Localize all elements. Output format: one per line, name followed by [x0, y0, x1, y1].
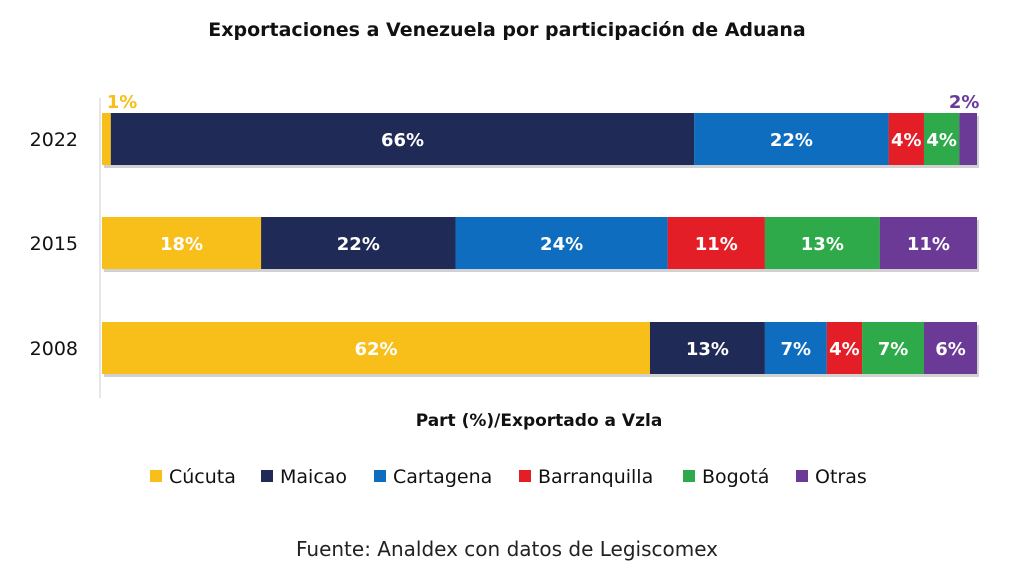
data-label-2022-maicao: 66% — [381, 130, 424, 151]
data-label-2008-maicao: 13% — [686, 339, 729, 360]
bar-2022-cartagena — [694, 113, 889, 165]
data-label-2008-cartagena: 7% — [781, 339, 812, 360]
data-label-2022-barranquilla: 4% — [891, 130, 922, 151]
bars-group: 1%66% 22% 4% 4%2%18% 22% 24% 11% 13% 11%62% 13% 7%… — [102, 92, 979, 377]
y-axis-labels: 2022 2015 2008 — [30, 129, 78, 360]
source-note: Fuente: Analdex con datos de Legiscomex — [296, 537, 718, 561]
data-label-2015-otras: 11% — [907, 234, 950, 255]
bar-2008-maicao — [649, 322, 765, 374]
x-axis-label: Part (%)/Exportado a Vzla — [416, 411, 663, 431]
legend-label-maicao: Maicao — [280, 466, 347, 488]
data-label-2008-barranquilla: 4% — [829, 339, 860, 360]
bar-2015-barranquilla — [667, 217, 765, 269]
data-label-2015-barranquilla: 11% — [695, 234, 738, 255]
data-label-2015-bogota: 13% — [801, 234, 844, 255]
data-label-2008-otras: 6% — [935, 339, 966, 360]
bar-2008-barranquilla — [826, 322, 863, 374]
data-label-2022-cucuta: 1% — [107, 92, 138, 113]
legend-label-otras: Otras — [815, 466, 867, 488]
chart-title: Exportaciones a Venezuela por participac… — [208, 19, 805, 41]
legend-swatch-otras — [796, 470, 808, 482]
data-label-2022-otras: 2% — [949, 92, 980, 113]
y-tick-label-2015: 2015 — [30, 233, 78, 255]
bar-2015-otras — [879, 217, 977, 269]
data-label-2015-cucuta: 18% — [160, 234, 203, 255]
data-label-2008-cucuta: 62% — [354, 339, 397, 360]
legend-swatch-cucuta — [150, 470, 162, 482]
legend-swatch-maicao — [261, 470, 273, 482]
legend-label-barranquilla: Barranquilla — [538, 466, 653, 488]
bar-2008-cucuta — [102, 322, 650, 374]
bar-2015-cucuta — [102, 217, 262, 269]
data-label-2015-cartagena: 24% — [540, 234, 583, 255]
bar-2015-bogota — [764, 217, 880, 269]
bar-2022-cucuta — [102, 113, 111, 165]
legend-swatch-cartagena — [374, 470, 386, 482]
data-label-2022-cartagena: 22% — [770, 130, 813, 151]
legend-label-cartagena: Cartagena — [393, 466, 492, 488]
bar-2022-maicao — [110, 113, 695, 165]
data-label-2022-bogota: 4% — [926, 130, 957, 151]
data-label-2015-maicao: 22% — [337, 234, 380, 255]
bar-2022-bogota — [923, 113, 960, 165]
bar-2015-cartagena — [455, 217, 668, 269]
legend-swatch-bogota — [683, 470, 695, 482]
bar-2008-bogota — [862, 322, 924, 374]
y-tick-label-2022: 2022 — [30, 129, 78, 151]
bar-2008-otras — [923, 322, 977, 374]
legend-label-cucuta: Cúcuta — [169, 466, 236, 488]
legend: Cúcuta Maicao Cartagena Barranquilla Bogotá O… — [150, 466, 867, 488]
data-label-2008-bogota: 7% — [878, 339, 909, 360]
legend-label-bogota: Bogotá — [702, 466, 769, 488]
bar-2022-otras — [959, 113, 977, 165]
bar-2015-maicao — [261, 217, 456, 269]
legend-swatch-barranquilla — [519, 470, 531, 482]
bar-2008-cartagena — [764, 322, 827, 374]
y-tick-label-2008: 2008 — [30, 338, 78, 360]
bar-2022-barranquilla — [888, 113, 924, 165]
